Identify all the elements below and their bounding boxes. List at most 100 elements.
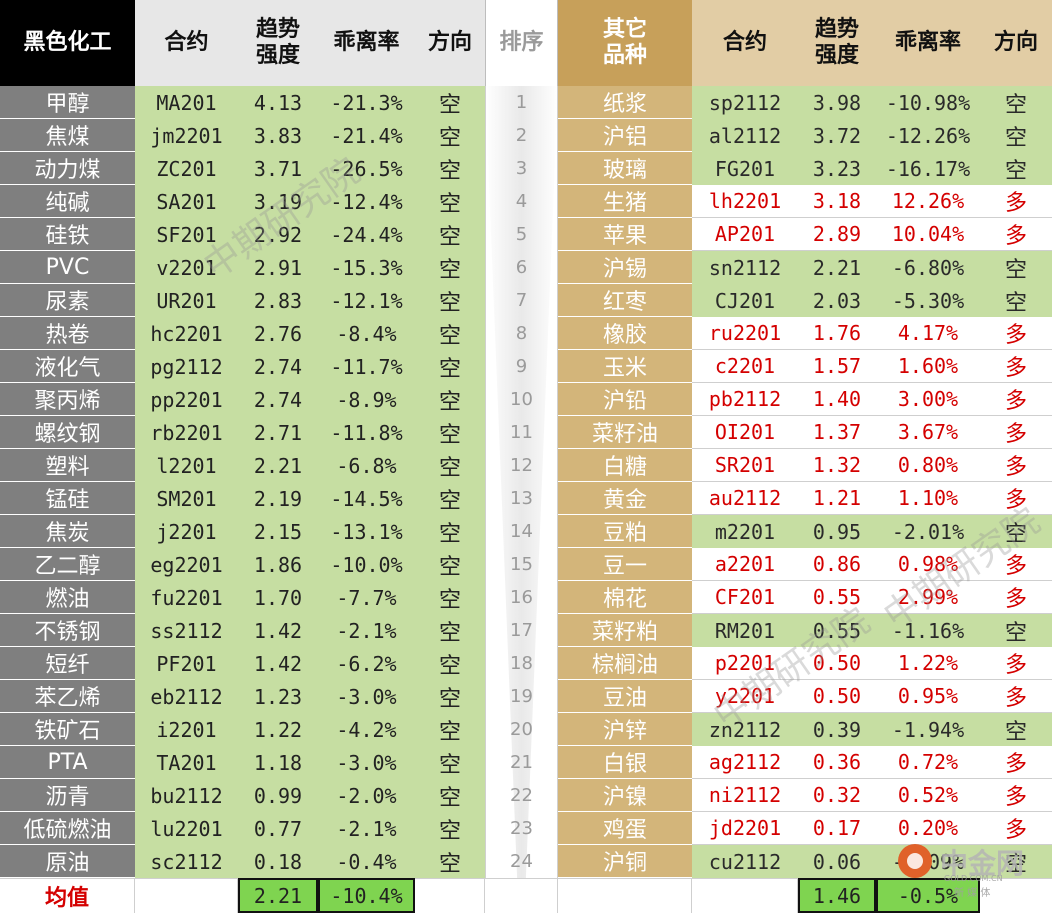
- left-contract-code: rb2201: [135, 416, 238, 449]
- left-direction: 空: [415, 383, 485, 416]
- left-deviation: -7.7%: [318, 581, 415, 614]
- rank-number: 7: [515, 290, 528, 311]
- logo-url: GOLD.COM.CN: [944, 874, 1003, 883]
- left-deviation: -2.1%: [318, 812, 415, 845]
- right-deviation: 3.67%: [876, 416, 980, 449]
- rank-number: 2: [515, 125, 528, 146]
- right-trend-strength: 1.37: [798, 416, 876, 449]
- left-trend-strength: 1.42: [238, 647, 318, 680]
- header-contract-right: 合约: [692, 0, 798, 86]
- right-deviation: 12.26%: [876, 185, 980, 218]
- right-contract-code: m2201: [692, 515, 798, 548]
- right-deviation: 1.60%: [876, 350, 980, 383]
- left-product-name: 乙二醇: [0, 548, 135, 581]
- right-contract-code: OI201: [692, 416, 798, 449]
- right-contract-code: CJ201: [692, 284, 798, 317]
- right-deviation: -12.26%: [876, 119, 980, 152]
- rank-number: 13: [510, 488, 533, 509]
- right-contract-code: sn2112: [692, 251, 798, 284]
- left-deviation: -26.5%: [318, 152, 415, 185]
- right-contract-code: RM201: [692, 614, 798, 647]
- logo-subtitle: 新 媒 体: [954, 888, 991, 899]
- right-product-name: 橡胶: [558, 317, 692, 350]
- left-deviation: -11.8%: [318, 416, 415, 449]
- left-product-name: 原油: [0, 845, 135, 878]
- left-deviation: -11.7%: [318, 350, 415, 383]
- rank-number: 18: [510, 653, 533, 674]
- right-direction: 空: [980, 515, 1052, 548]
- left-trend-strength: 1.42: [238, 614, 318, 647]
- right-direction: 空: [980, 284, 1052, 317]
- right-trend-strength: 2.03: [798, 284, 876, 317]
- left-contract-code: UR201: [135, 284, 238, 317]
- left-product-name: 沥青: [0, 779, 135, 812]
- left-contract-code: eb2112: [135, 680, 238, 713]
- left-trend-strength: 2.76: [238, 317, 318, 350]
- left-trend-strength: 2.19: [238, 482, 318, 515]
- right-trend-strength: 1.32: [798, 449, 876, 482]
- rank-number: 24: [510, 851, 533, 872]
- left-contract-code: pg2112: [135, 350, 238, 383]
- right-direction: 多: [980, 218, 1052, 251]
- left-deviation: -10.0%: [318, 548, 415, 581]
- right-contract-code: jd2201: [692, 812, 798, 845]
- right-deviation: 2.99%: [876, 581, 980, 614]
- left-deviation: -21.4%: [318, 119, 415, 152]
- right-direction: 多: [980, 416, 1052, 449]
- left-contract-code: SA201: [135, 185, 238, 218]
- left-contract-code: TA201: [135, 746, 238, 779]
- right-product-name: 白糖: [558, 449, 692, 482]
- right-contract-code: c2201: [692, 350, 798, 383]
- left-direction: 空: [415, 647, 485, 680]
- average-right-trend: 1.46: [798, 878, 876, 913]
- right-contract-code: au2112: [692, 482, 798, 515]
- header-trend-line2: 强度: [255, 43, 300, 68]
- left-product-name: 塑料: [0, 449, 135, 482]
- left-product-name: 低硫燃油: [0, 812, 135, 845]
- right-direction: 多: [980, 482, 1052, 515]
- right-product-name: 沪铝: [558, 119, 692, 152]
- right-deviation: 10.04%: [876, 218, 980, 251]
- right-trend-strength: 0.55: [798, 614, 876, 647]
- right-trend-strength: 0.50: [798, 680, 876, 713]
- left-product-name: 尿素: [0, 284, 135, 317]
- left-contract-code: eg2201: [135, 548, 238, 581]
- rank-number: 19: [510, 686, 533, 707]
- left-direction: 空: [415, 218, 485, 251]
- rank-number: 3: [515, 158, 528, 179]
- left-contract-code: SF201: [135, 218, 238, 251]
- average-left-deviation: -10.4%: [318, 878, 415, 913]
- right-deviation: -2.01%: [876, 515, 980, 548]
- right-deviation: 1.10%: [876, 482, 980, 515]
- left-product-name: 热卷: [0, 317, 135, 350]
- header-deviation: 乖离率: [318, 0, 415, 86]
- right-direction: 多: [980, 185, 1052, 218]
- right-contract-code: lh2201: [692, 185, 798, 218]
- left-direction: 空: [415, 119, 485, 152]
- left-contract-code: ZC201: [135, 152, 238, 185]
- right-deviation: 3.00%: [876, 383, 980, 416]
- left-direction: 空: [415, 581, 485, 614]
- rank-number: 11: [510, 422, 533, 443]
- average-empty-cell: [692, 878, 798, 913]
- right-product-name: 苹果: [558, 218, 692, 251]
- left-product-name: 硅铁: [0, 218, 135, 251]
- rank-number: 21: [510, 752, 533, 773]
- right-deviation: 0.52%: [876, 779, 980, 812]
- left-direction: 空: [415, 713, 485, 746]
- header-right-line2: 品种: [602, 43, 647, 68]
- average-empty-cell: [135, 878, 238, 913]
- right-product-name: 棉花: [558, 581, 692, 614]
- rank-number: 16: [510, 587, 533, 608]
- header-right-line1: 其它: [602, 17, 647, 42]
- header-trend-line2-right: 强度: [814, 43, 859, 68]
- rank-number: 12: [510, 455, 533, 476]
- right-trend-strength: 3.98: [798, 86, 876, 119]
- left-product-name: PVC: [0, 251, 135, 284]
- right-product-name: 菜籽粕: [558, 614, 692, 647]
- rank-number: 10: [510, 389, 533, 410]
- right-direction: 多: [980, 746, 1052, 779]
- left-trend-strength: 0.77: [238, 812, 318, 845]
- left-product-name: 不锈钢: [0, 614, 135, 647]
